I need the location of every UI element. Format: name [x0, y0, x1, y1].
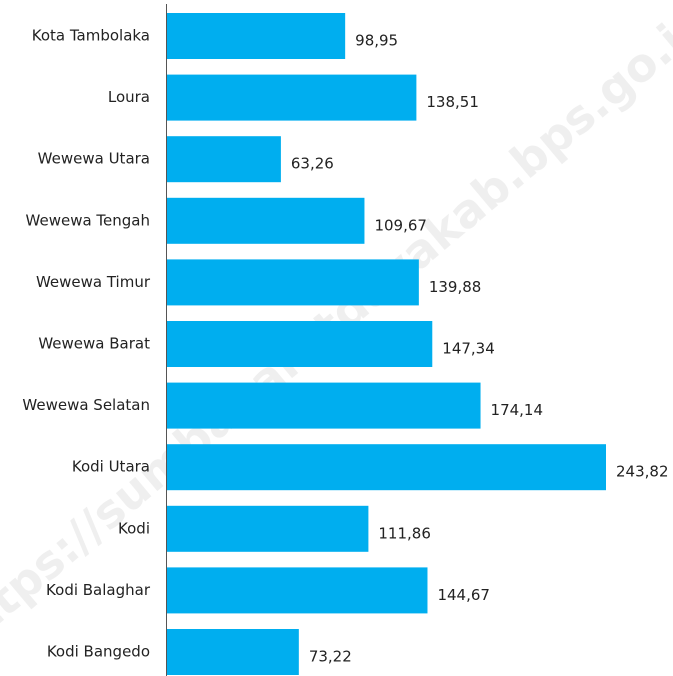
- bar: [167, 567, 428, 614]
- value-label: 73,22: [309, 648, 352, 666]
- category-label: Kodi Bangedo: [47, 643, 150, 661]
- category-label: Kota Tambolaka: [32, 27, 150, 45]
- category-label: Wewewa Tengah: [26, 211, 150, 229]
- bar: [167, 74, 417, 121]
- bar: [167, 197, 365, 244]
- bar: [167, 505, 369, 552]
- category-label: Wewewa Utara: [38, 150, 150, 168]
- bar: [167, 629, 299, 675]
- category-label: Wewewa Selatan: [22, 396, 150, 414]
- value-label: 109,67: [374, 216, 427, 234]
- bar: [167, 444, 606, 491]
- value-label: 174,14: [491, 401, 543, 419]
- category-label: Kodi Utara: [72, 458, 150, 476]
- bar: [167, 259, 419, 306]
- bar: [167, 382, 481, 429]
- value-label: 111,86: [378, 524, 431, 542]
- value-label: 144,67: [437, 586, 490, 604]
- category-label: Wewewa Barat: [38, 335, 150, 353]
- category-label: Loura: [108, 88, 150, 106]
- value-label: 98,95: [355, 32, 398, 50]
- bar: [167, 136, 281, 183]
- bar: [167, 321, 433, 367]
- value-label: 243,82: [616, 463, 669, 481]
- category-label: Kodi: [118, 519, 150, 537]
- value-label: 138,51: [426, 93, 479, 111]
- value-label: 139,88: [429, 278, 482, 296]
- value-label: 147,34: [442, 340, 495, 358]
- category-label: Kodi Balaghar: [46, 581, 151, 599]
- category-label: Wewewa Timur: [36, 273, 151, 291]
- value-label: 63,26: [291, 155, 334, 173]
- bar: [167, 13, 346, 59]
